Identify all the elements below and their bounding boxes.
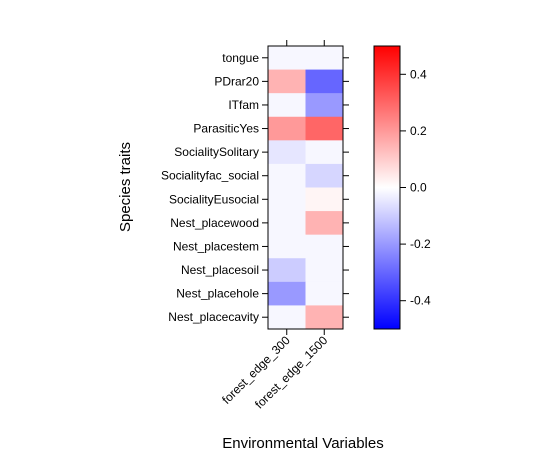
colorbar [373, 45, 401, 330]
heatmap-panel-frame [267, 45, 344, 330]
heatmap-cell [305, 234, 344, 259]
y-tick-label: SocialitySolitary [174, 145, 259, 159]
y-tick-label: PDrar20 [214, 74, 259, 88]
x-tick-label: forest_edge_1500 [252, 333, 331, 412]
heatmap-cell [305, 258, 344, 283]
heatmap-cell [305, 305, 344, 330]
heatmap-cell [268, 258, 306, 283]
heatmap-cell [268, 163, 306, 188]
colorbar-ticks [400, 73, 406, 302]
x-tick-label: forest_edge_300 [219, 333, 293, 407]
heatmap-cell [305, 116, 344, 141]
heatmap-cells [268, 46, 344, 330]
heatmap-cell [268, 211, 306, 235]
heatmap-cell [268, 93, 306, 118]
heatmap-cell [305, 140, 344, 165]
heatmap-cell [268, 187, 306, 212]
x-axis-ticks [286, 40, 325, 335]
heatmap-cell [305, 187, 344, 212]
y-tick-label: Nest_placehole [176, 287, 259, 301]
colorbar-tick-label: -0.2 [410, 237, 431, 251]
y-tick-label: Nest_placesoil [181, 263, 259, 277]
heatmap-cell [268, 69, 306, 94]
heatmap-cell [305, 211, 344, 235]
heatmap-cell [268, 116, 306, 141]
y-axis-tick-labels: tongue PDrar20 ITfam ParasiticYes SocialityS… [161, 51, 259, 324]
heatmap-cell [305, 163, 344, 188]
colorbar-tick-label: -0.4 [410, 294, 431, 308]
colorbar-tick-label: 0.2 [410, 124, 427, 138]
y-tick-label: tongue [222, 51, 259, 65]
y-tick-label: SocialityEusocial [169, 192, 259, 206]
heatmap-cell [268, 140, 306, 165]
y-axis-ticks [262, 57, 349, 318]
heatmap-cell [268, 234, 306, 259]
heatmap-cell [268, 46, 306, 70]
y-tick-label: Nest_placestem [173, 239, 259, 253]
heatmap-cell [268, 305, 306, 330]
y-tick-label: ParasiticYes [193, 122, 259, 136]
heatmap-cell [268, 281, 306, 306]
y-axis-title: Species traits [117, 142, 134, 232]
colorbar-tick-label: 0.4 [410, 67, 427, 81]
colorbar-tick-labels: -0.4 -0.2 0.0 0.2 0.4 [410, 67, 431, 307]
heatmap-cell [305, 93, 344, 118]
y-tick-label: Socialityfac_social [161, 169, 259, 183]
x-axis-title: Environmental Variables [222, 435, 383, 452]
y-tick-label: Nest_placecavity [168, 310, 259, 324]
heatmap-cell [305, 69, 344, 94]
y-tick-label: Nest_placewood [170, 216, 259, 230]
colorbar-tick-label: 0.0 [410, 181, 427, 195]
heatmap-cell [305, 281, 344, 306]
heatmap-cell [305, 46, 344, 70]
y-tick-label: ITfam [228, 98, 259, 112]
